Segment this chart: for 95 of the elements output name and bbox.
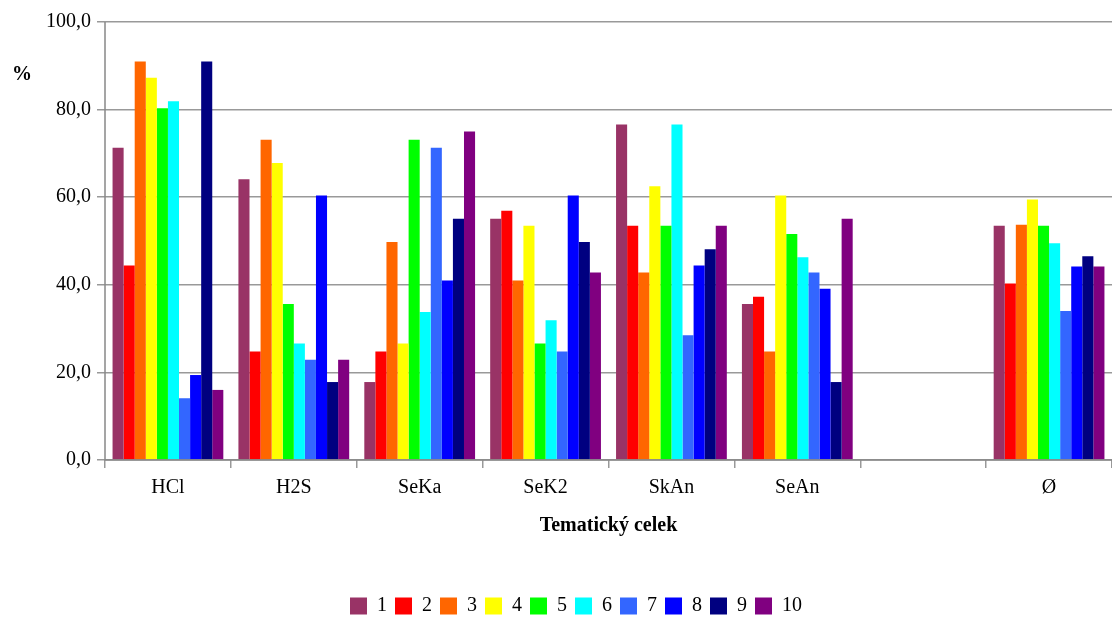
y-tick-label: 80,0 [56, 96, 91, 119]
bar [156, 108, 168, 460]
y-axis-title: % [12, 62, 32, 85]
legend-label: 3 [467, 593, 477, 616]
bar [271, 163, 283, 460]
legend-label: 4 [512, 593, 522, 616]
bar [179, 398, 191, 460]
bar [556, 351, 568, 460]
bar [534, 343, 546, 460]
bar [260, 139, 272, 460]
bar [112, 147, 124, 460]
x-tick-label: SeK2 [523, 475, 568, 498]
bar [753, 296, 765, 460]
bar [364, 382, 376, 460]
bar [671, 124, 683, 460]
bar [1004, 283, 1016, 460]
legend-label: 2 [422, 593, 432, 616]
bar [1015, 224, 1027, 460]
bar [397, 343, 409, 460]
bar [304, 359, 316, 460]
x-axis-title: Tematický celek [539, 513, 679, 537]
x-tick-label: H2S [276, 475, 312, 498]
bar [830, 382, 842, 460]
bar [649, 186, 661, 460]
bar [464, 131, 476, 460]
bar [282, 304, 294, 460]
bar [1093, 266, 1105, 460]
bar [408, 139, 420, 460]
legend-label: 7 [647, 593, 657, 616]
bar [134, 61, 146, 460]
bar [545, 320, 557, 460]
bar [693, 265, 705, 460]
x-tick-label: SeKa [398, 475, 442, 498]
bar [616, 124, 628, 460]
bar [993, 225, 1005, 460]
y-tick-label: 0,0 [66, 447, 91, 470]
bar [327, 382, 339, 460]
bar [212, 389, 224, 460]
bar [249, 351, 261, 460]
bar [375, 351, 387, 460]
bar [167, 101, 180, 460]
bar [715, 225, 727, 460]
bar [660, 225, 672, 460]
legend-label: 8 [692, 593, 702, 616]
bar [1049, 243, 1061, 460]
bar [819, 288, 831, 460]
bar [841, 218, 853, 460]
bar [578, 241, 590, 460]
bar [589, 272, 601, 460]
legend-label: 5 [557, 593, 567, 616]
bar [682, 335, 694, 460]
x-tick-label: Ø [1041, 475, 1057, 498]
bar [501, 210, 513, 460]
bar [386, 241, 398, 460]
bar [315, 195, 328, 460]
bar [490, 218, 502, 460]
legend-label: 1 [377, 593, 387, 616]
bar [1082, 256, 1094, 460]
bar [1060, 311, 1072, 460]
bar [1026, 199, 1038, 460]
bar [190, 375, 202, 460]
bar [764, 351, 776, 460]
bar [123, 265, 135, 460]
bar [452, 218, 464, 460]
bar [1037, 225, 1050, 460]
bar [338, 359, 350, 460]
bar [238, 179, 250, 460]
x-tick-label: HCl [151, 475, 186, 498]
bar [638, 272, 650, 460]
bar [808, 272, 820, 460]
y-tick-label: 20,0 [56, 359, 91, 382]
bar [567, 195, 579, 460]
bar [441, 280, 453, 460]
y-tick-label: 100,0 [46, 9, 91, 32]
bar [704, 249, 716, 460]
bar [797, 257, 809, 460]
y-tick-label: 40,0 [56, 272, 91, 295]
legend-label: 6 [602, 593, 612, 616]
bar [741, 304, 754, 460]
bar [512, 280, 524, 460]
bar [145, 77, 157, 460]
bar [786, 233, 798, 460]
bar [419, 311, 431, 460]
bar [430, 147, 442, 460]
y-tick-label: 60,0 [56, 184, 91, 207]
bar [523, 225, 535, 460]
x-tick-label: SeAn [775, 475, 820, 498]
bar [1071, 266, 1083, 460]
bar [293, 343, 305, 460]
x-tick-label: SkAn [648, 475, 695, 498]
legend-label: 10 [782, 593, 802, 616]
bar [627, 225, 639, 460]
bar [775, 195, 787, 460]
legend-label: 9 [737, 593, 747, 616]
bar [201, 61, 213, 460]
